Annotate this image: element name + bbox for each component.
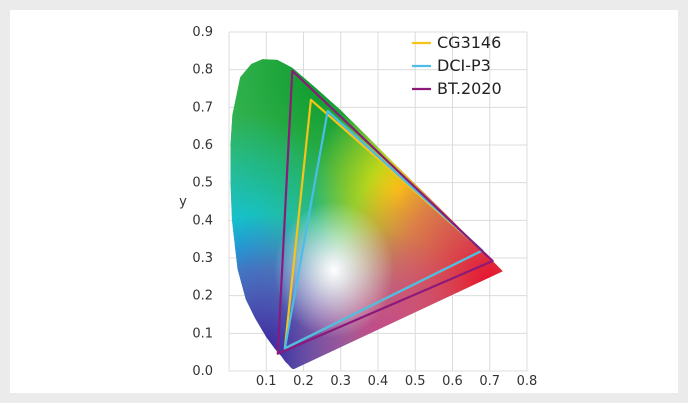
- chart-panel: 0.1 0.2 0.3 0.4 0.5 0.6 0.7 0.8 0.0 0.1 0.2 0.3 0.4 0…: [10, 10, 678, 393]
- cie-chromaticity-chart: 0.1 0.2 0.3 0.4 0.5 0.6 0.7 0.8 0.0 0.1 0.2 0.3 0.4 0…: [179, 25, 537, 393]
- gamut-triangle-dci-p3: [283, 109, 484, 350]
- gamut-triangles: [276, 69, 494, 355]
- y-tick-label: 0.0: [192, 364, 213, 379]
- y-tick-label: 0.9: [192, 25, 213, 40]
- legend-label: CG3146: [437, 33, 501, 52]
- y-tick-label: 0.1: [192, 326, 213, 341]
- x-tick-label: 0.7: [479, 374, 500, 389]
- y-tick-label: 0.7: [192, 100, 213, 115]
- y-tick-label: 0.3: [192, 251, 213, 266]
- x-tick-label: 0.2: [293, 374, 314, 389]
- y-axis-title: y: [179, 195, 187, 210]
- y-tick-label: 0.2: [192, 289, 213, 304]
- axis-ticks: 0.1 0.2 0.3 0.4 0.5 0.6 0.7 0.8 0.0 0.1 0.2 0.3 0.4 0…: [192, 25, 537, 389]
- x-tick-label: 0.1: [256, 374, 277, 389]
- locus-color-fill: [230, 59, 503, 370]
- y-tick-label: 0.4: [192, 213, 213, 228]
- y-tick-label: 0.8: [192, 63, 213, 78]
- y-tick-label: 0.6: [192, 138, 213, 153]
- legend-label: BT.2020: [437, 79, 502, 98]
- x-tick-label: 0.4: [368, 374, 389, 389]
- legend-label: DCI-P3: [437, 56, 491, 75]
- spectral-locus: [230, 59, 503, 370]
- legend: CG3146 DCI-P3 BT.2020: [412, 33, 502, 98]
- x-tick-label: 0.5: [405, 374, 426, 389]
- x-tick-label: 0.3: [330, 374, 351, 389]
- x-tick-label: 0.8: [517, 374, 538, 389]
- x-axis-title: x: [374, 390, 382, 393]
- y-tick-label: 0.5: [192, 176, 213, 191]
- gamut-triangle-bt-2020: [276, 69, 494, 355]
- x-tick-label: 0.6: [442, 374, 463, 389]
